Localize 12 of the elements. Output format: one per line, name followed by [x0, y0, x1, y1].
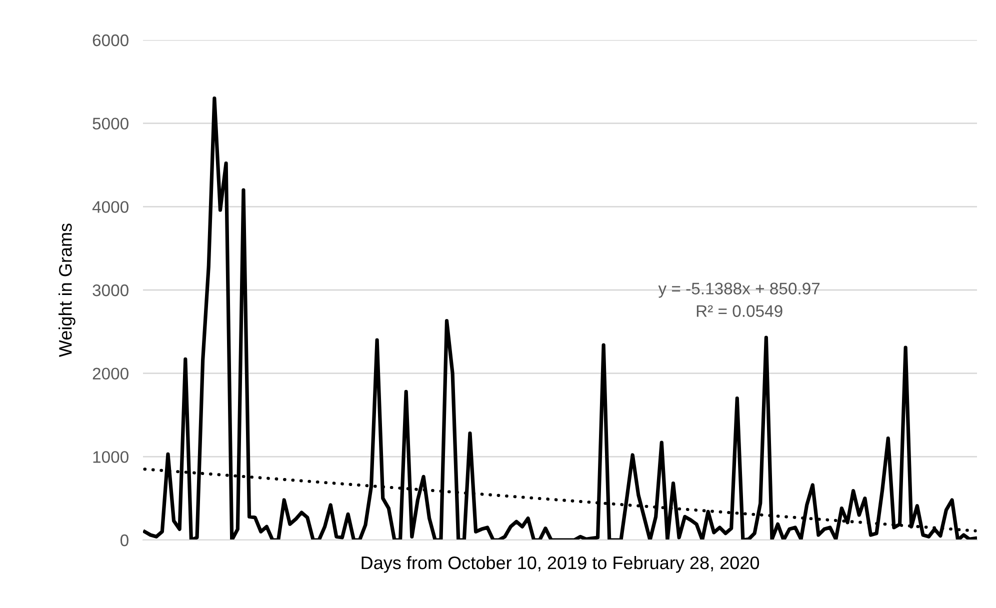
- y-tick-label: 2000: [92, 368, 128, 380]
- y-tick-label: 0: [120, 534, 128, 546]
- y-tick-label: 4000: [92, 201, 128, 213]
- annotation: R² = 0.0549: [696, 305, 782, 317]
- y-tick-label: 3000: [92, 284, 128, 296]
- line-series: [143, 96, 977, 540]
- y-axis-title: Weight in Grams: [58, 224, 76, 357]
- y-tick-label: 5000: [92, 118, 128, 130]
- x-axis-title: Days from October 10, 2019 to February 28, 2020: [362, 556, 760, 573]
- annotation: y = -5.1388x + 850.97: [658, 282, 820, 298]
- y-tick-label: 1000: [93, 451, 128, 463]
- y-tick-label: 6000: [92, 34, 128, 46]
